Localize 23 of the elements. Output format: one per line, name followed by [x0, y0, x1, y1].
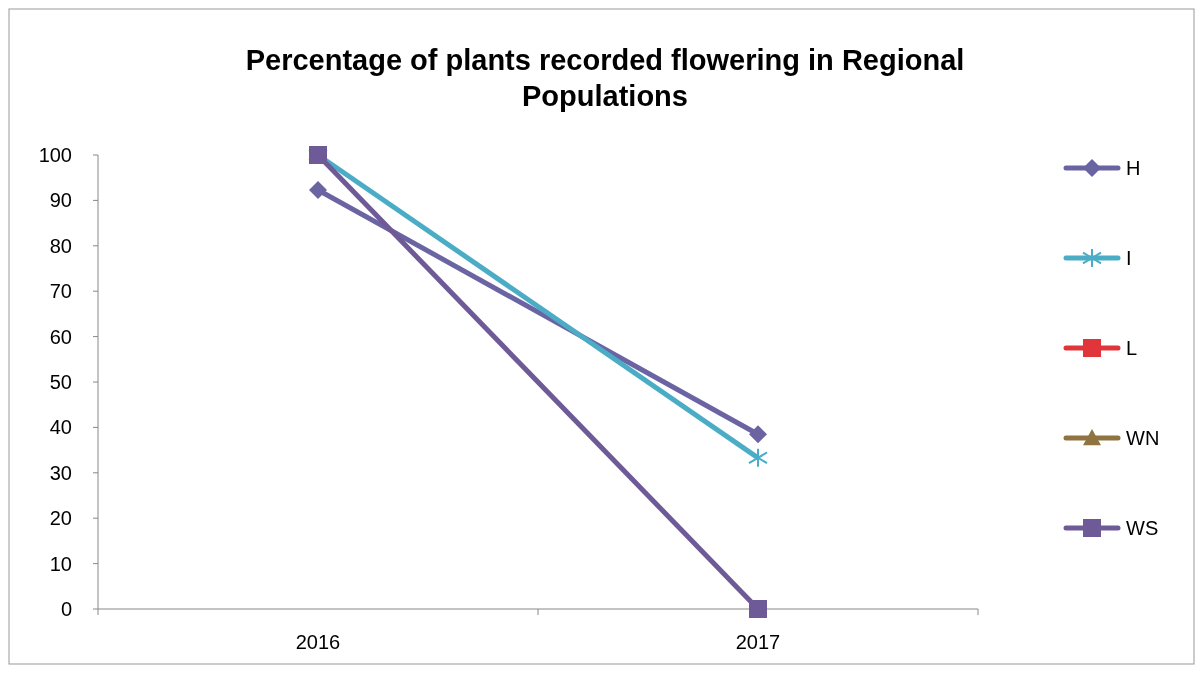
- y-tick-label: 60: [49, 325, 72, 348]
- legend-label: H: [1126, 157, 1141, 179]
- point: [748, 447, 768, 468]
- y-tick-label: 20: [49, 507, 72, 530]
- point: [749, 600, 767, 618]
- y-tick-label: 70: [49, 280, 72, 303]
- point: [749, 425, 767, 444]
- legend-label: L: [1126, 337, 1138, 359]
- y-tick-label: 50: [49, 371, 72, 393]
- y-tick-label: 40: [49, 416, 72, 439]
- point: [309, 180, 327, 199]
- y-tick-label: 30: [49, 461, 72, 484]
- legend-label: I: [1126, 247, 1132, 269]
- y-tick-label: 80: [49, 234, 72, 257]
- x-tick-label: 2017: [735, 631, 781, 653]
- y-tick-label: 90: [49, 189, 72, 212]
- legend-label: WS: [1126, 517, 1159, 539]
- y-tick-label: 0: [60, 598, 72, 620]
- y-tick-label: 100: [38, 144, 72, 166]
- legend-label: WN: [1126, 427, 1160, 449]
- chart-title: Percentage of plants recorded flowering in Regional Populations: [245, 44, 965, 112]
- x-tick-label: 2016: [295, 631, 341, 653]
- y-tick-label: 10: [49, 552, 72, 575]
